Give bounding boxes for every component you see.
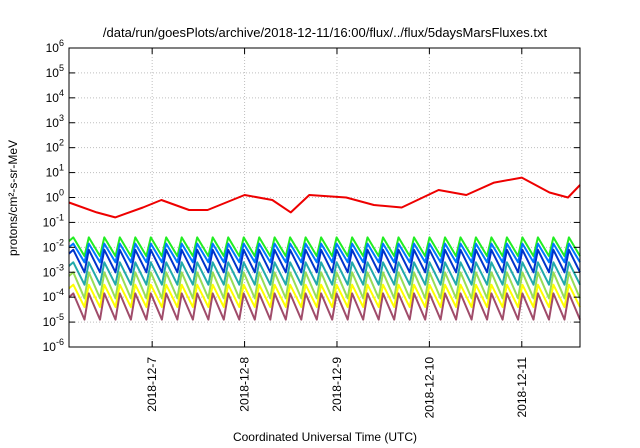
y-tick-label: 10-4 xyxy=(43,287,64,304)
y-tick-label: 103 xyxy=(46,113,64,130)
series-line-3 xyxy=(68,242,581,264)
axes: 10-6 10-5 10-4 10-3 10-2 10-1 100 101 102 103 104 1… xyxy=(43,38,580,418)
series-line-6 xyxy=(68,271,581,300)
series-line-2 xyxy=(68,236,581,258)
series-line-8 xyxy=(68,292,581,321)
x-tick-label: 2018-12-9 xyxy=(330,357,344,412)
y-tick-label: 10-1 xyxy=(43,212,64,229)
x-axis-label: Coordinated Universal Time (UTC) xyxy=(233,430,417,444)
x-tick-label: 2018-12-8 xyxy=(238,357,252,412)
y-tick-label: 10-2 xyxy=(43,237,64,254)
chart-title: /data/run/goesPlots/archive/2018-12-11/1… xyxy=(103,25,548,40)
series-line-7 xyxy=(68,283,581,309)
y-tick-label: 101 xyxy=(46,163,64,180)
y-tick-label: 10-3 xyxy=(43,262,64,279)
plot-area xyxy=(68,176,581,321)
x-tick-label: 2018-12-11 xyxy=(515,357,529,418)
y-tick-label: 105 xyxy=(46,63,64,80)
x-tick-label: 2018-12-7 xyxy=(145,357,159,412)
y-tick-label: 106 xyxy=(46,38,64,55)
series-line-5 xyxy=(68,261,581,286)
y-axis-label: protons/cm²-s-sr-MeV xyxy=(6,140,20,256)
series-line-4 xyxy=(68,248,581,274)
y-tick-label: 100 xyxy=(46,188,64,205)
x-tick-label: 2018-12-10 xyxy=(422,357,436,419)
y-tick-label: 102 xyxy=(46,138,64,155)
series-line-1 xyxy=(68,176,581,219)
y-tick-label: 10-6 xyxy=(43,337,64,354)
y-tick-label: 104 xyxy=(46,88,64,105)
y-tick-label: 10-5 xyxy=(43,312,64,329)
